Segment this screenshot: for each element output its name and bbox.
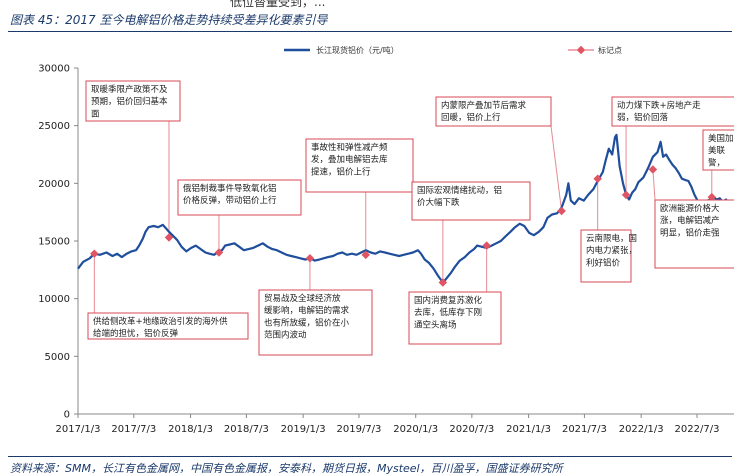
- marker-point: [305, 254, 315, 263]
- annotation-box: [258, 289, 373, 356]
- x-tick-label: 2021/7/3: [562, 424, 607, 435]
- y-tick-label: 0: [64, 410, 70, 421]
- annotation-connector: [652, 169, 656, 201]
- source-rule: [8, 456, 732, 457]
- price-chart: 0 5000 10000 15000 20000 25000 30000 2017/1/3 20…: [38, 45, 734, 435]
- annotation-box: [87, 312, 249, 340]
- title-rule: [8, 31, 732, 32]
- annotation-box: [654, 199, 734, 269]
- annotation-text: 通空头离场: [414, 319, 457, 330]
- annotation-box: [305, 138, 414, 193]
- marker-point: [557, 206, 566, 216]
- annotation-box: [702, 129, 734, 171]
- x-tick-label: 2021/1/3: [506, 424, 551, 435]
- y-tick-label: 25000: [38, 121, 70, 132]
- annotation-text: 云南限电，国: [586, 233, 637, 244]
- annotation-text: 国际宏观情绪扰动，铝: [417, 185, 502, 196]
- annotation-box: [408, 291, 502, 345]
- annotation-text: 取暖季限产政策不及: [91, 84, 168, 95]
- source-note: 资料来源：SMM，长江有色金属网，中国有色金属报，安泰科，期货日报，Mystee…: [10, 462, 563, 475]
- y-tick-label: 5000: [45, 352, 70, 363]
- annotation-text: 发，叠加电解铝去库: [311, 154, 388, 165]
- x-tick-label: 2019/7/3: [337, 424, 382, 435]
- marker-point: [164, 233, 174, 242]
- series-layer: [77, 133, 734, 284]
- annotation-box: [435, 96, 552, 127]
- x-tick-label: 2018/7/3: [224, 424, 269, 435]
- annotation-text: 俄铝制裁事件导致氧化铝: [183, 183, 277, 194]
- marker-point: [214, 248, 224, 257]
- marker-point: [361, 250, 370, 260]
- x-tick-label: 2017/7/3: [111, 424, 156, 435]
- annotation-box: [411, 181, 531, 221]
- series-line-aluminum-price: [77, 133, 734, 284]
- x-tick-label: 2020/7/3: [449, 424, 494, 435]
- cut-off-caption: 低位替量受到，...: [230, 0, 326, 9]
- annotation-connectors: [93, 121, 713, 313]
- annotation-text: 也有所放缓，铝价在小: [264, 317, 350, 328]
- y-tick-label: 10000: [38, 294, 70, 305]
- annotation-text: 事故性和弹性减产频: [311, 142, 388, 153]
- annotation-text: 动力煤下跌+房地产走: [617, 100, 701, 111]
- annotation-text: 明显，铝价走强: [660, 227, 720, 238]
- annotation-text: 给端的担忧，铝价反弹: [93, 328, 179, 339]
- annotation-text: 美国加: [708, 133, 734, 144]
- annotation-text: 美联: [708, 145, 726, 156]
- annotation-text: 回暖，铝价上行: [441, 112, 501, 123]
- annotation-box: [611, 96, 734, 127]
- y-tick-label: 15000: [38, 237, 70, 248]
- annotation-text: 内蒙限产叠加节后需求: [441, 100, 527, 111]
- annotation-text: 内电力紧张，: [586, 245, 637, 256]
- annotation-text: 范围内波动: [264, 330, 307, 341]
- marker-point: [482, 241, 491, 250]
- x-tick-label: 2017/1/3: [56, 424, 101, 435]
- annotation-text: 去库，低库存下刚: [414, 307, 482, 318]
- annotation-text: 贸易战及全球经济放: [264, 293, 341, 304]
- x-tick-label: 2020/1/3: [393, 424, 438, 435]
- annotation-box: [177, 179, 302, 216]
- y-tick-label: 30000: [38, 64, 70, 75]
- annotation-text: 提速，铝价上行: [311, 166, 371, 177]
- annotation-text: 供给侧改革+地缘政治引发的海外供: [93, 316, 228, 327]
- x-tick-label: 2022/1/3: [619, 424, 664, 435]
- chart-legend: 长江现货铝价（元/吨） 标记点: [284, 45, 622, 55]
- x-tick-label: 2018/1/3: [168, 424, 213, 435]
- annotation-text: 弱，铝价回落: [617, 112, 669, 123]
- x-tick-label: 2019/1/3: [281, 424, 326, 435]
- annotation-text: 涨，电解铝减产: [660, 215, 720, 226]
- annotation-connector: [550, 125, 563, 212]
- annotation-text: 价格反弹，带动铝价上行: [183, 195, 277, 206]
- annotation-text: 价大幅下跌: [417, 197, 460, 208]
- figure-title: 图表 45：2017 至今电解铝价格走势持续受差异化要素引导: [10, 13, 328, 27]
- annotation-text: 警，: [708, 157, 725, 168]
- annotation-box: [580, 229, 632, 283]
- annotation-text: 利好铝价: [586, 257, 621, 268]
- legend-swatch-marker: [576, 45, 586, 55]
- annotation-text: 欧洲能源价格大: [660, 203, 720, 214]
- legend-label-marker: 标记点: [598, 45, 622, 55]
- marker-point: [438, 278, 448, 287]
- annotation-text: 缓影响，电解铝的需求: [264, 305, 350, 316]
- annotation-text: 国内消费复苏激化: [414, 295, 483, 306]
- annotation-text: 面: [91, 109, 100, 119]
- x-tick-label: 2022/7/3: [675, 424, 720, 435]
- annotation-text: 预期，铝价回归基本: [91, 96, 168, 107]
- annotation-boxes: 供给侧改革+地缘政治引发的海外供给端的担忧，铝价反弹取暖季限产政策不及预期，铝价…: [85, 80, 734, 356]
- chart-axes: 0 5000 10000 15000 20000 25000 30000 2017/1/3 20…: [38, 64, 734, 435]
- y-tick-label: 20000: [38, 179, 70, 190]
- annotation-box: [85, 80, 181, 122]
- legend-label-price: 长江现货铝价（元/吨）: [316, 45, 399, 55]
